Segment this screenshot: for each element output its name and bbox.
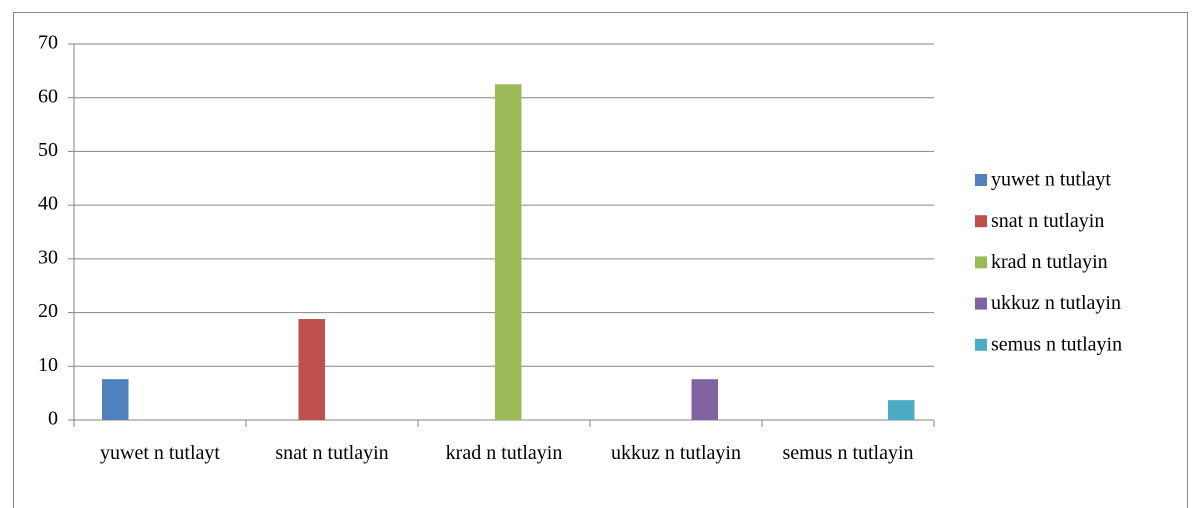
x-tick-label: semus n tutlayin — [782, 442, 914, 464]
x-tick-label: snat n tutlayin — [275, 442, 389, 464]
x-tick-label: ukkuz n tutlayin — [611, 442, 741, 464]
legend-swatch — [975, 297, 987, 310]
y-tick-label: 0 — [48, 408, 58, 430]
bar — [888, 400, 915, 420]
bar — [102, 379, 129, 420]
y-tick-label: 70 — [38, 32, 58, 54]
y-tick-label: 20 — [38, 300, 58, 322]
y-tick-label: 50 — [38, 139, 58, 161]
legend-label: semus n tutlayin — [991, 333, 1122, 355]
y-tick-label: 40 — [38, 193, 58, 215]
legend-label: krad n tutlayin — [991, 251, 1108, 273]
x-tick-label: krad n tutlayin — [445, 442, 563, 464]
bar — [691, 379, 718, 420]
legend-swatch — [975, 174, 987, 186]
legend-label: snat n tutlayin — [991, 210, 1104, 232]
legend-label: ukkuz n tutlayin — [991, 292, 1121, 314]
y-tick-label: 60 — [38, 85, 58, 107]
legend-swatch — [975, 215, 987, 228]
legend-swatch — [975, 256, 987, 269]
chart-border — [13, 12, 1188, 508]
legend-label: yuwet n tutlayt — [991, 169, 1111, 191]
y-tick-label: 30 — [38, 246, 58, 268]
legend-swatch — [975, 338, 987, 351]
y-tick-label: 10 — [38, 354, 58, 376]
x-tick-label: yuwet n tutlayt — [100, 442, 220, 464]
bar — [495, 84, 522, 421]
bar — [298, 319, 325, 420]
